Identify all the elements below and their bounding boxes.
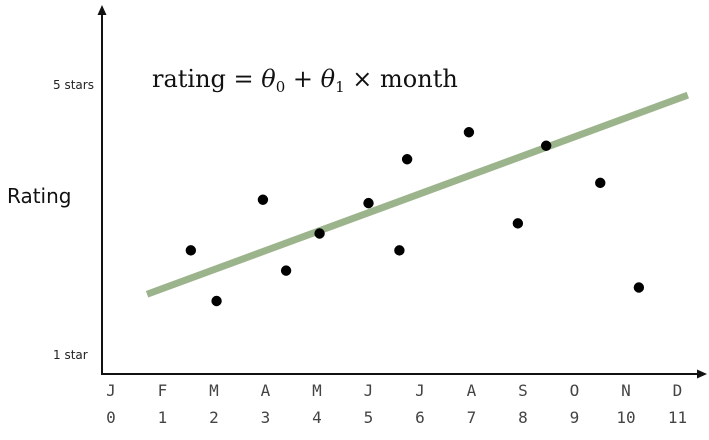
data-point (595, 177, 606, 189)
data-point (257, 194, 269, 205)
x-tick-index-label: 9 (570, 408, 580, 427)
x-tick-index-label: 8 (518, 408, 528, 427)
fit-line-group (145, 91, 690, 298)
x-axis-arrow (697, 369, 707, 379)
x-tick-index-label: 11 (668, 408, 687, 427)
data-point (512, 218, 524, 229)
data-point (280, 265, 292, 276)
x-tick-month-label: S (518, 381, 528, 400)
data-point (314, 228, 325, 239)
x-tick-month-label: M (312, 381, 322, 400)
y-axis-label: Rating (7, 184, 71, 208)
x-tick-month-label: J (415, 381, 425, 400)
x-tick-month-label: F (158, 381, 168, 400)
x-tick-month-label: A (467, 381, 477, 400)
x-tick-month-label: J (364, 381, 374, 400)
x-tick-month-label: A (261, 381, 271, 400)
data-point (540, 140, 552, 151)
chart-axes (97, 5, 707, 379)
x-tick-month-label: J (106, 381, 116, 400)
y-tick-label: 5 stars (53, 78, 94, 92)
data-point (401, 154, 413, 165)
data-point (211, 295, 222, 307)
x-tick-index-label: 6 (415, 408, 425, 427)
data-point (633, 282, 645, 293)
y-axis-arrow (97, 5, 107, 15)
y-tick-label: 1 star (53, 348, 88, 362)
data-point (463, 127, 475, 138)
x-tick-index-label: 1 (158, 408, 168, 427)
equation: rating = θ0 + θ1 × month (152, 65, 458, 96)
x-tick-index-label: 5 (364, 408, 374, 427)
data-points (185, 127, 645, 307)
x-tick-index-label: 4 (312, 408, 322, 427)
x-tick-index-label: 2 (209, 408, 219, 427)
fit-line (145, 91, 690, 298)
y-tick-labels: 1 star 5 stars (53, 78, 94, 362)
x-tick-index-label: 0 (106, 408, 116, 427)
x-tick-index-label: 10 (616, 408, 635, 427)
x-tick-index-label: 7 (467, 408, 477, 427)
data-point (394, 245, 405, 256)
x-tick-month-label: D (673, 381, 683, 400)
x-tick-labels: J 0 F 1 M 2 A 3 M 4 J 5 J 6 A 7 S 8 O 9 N 10 D 11 (106, 381, 687, 427)
x-tick-month-label: N (621, 381, 631, 400)
x-tick-month-label: O (570, 381, 580, 400)
x-tick-month-label: M (209, 381, 219, 400)
data-point (185, 245, 197, 256)
x-tick-index-label: 3 (261, 408, 271, 427)
data-point (363, 197, 374, 209)
